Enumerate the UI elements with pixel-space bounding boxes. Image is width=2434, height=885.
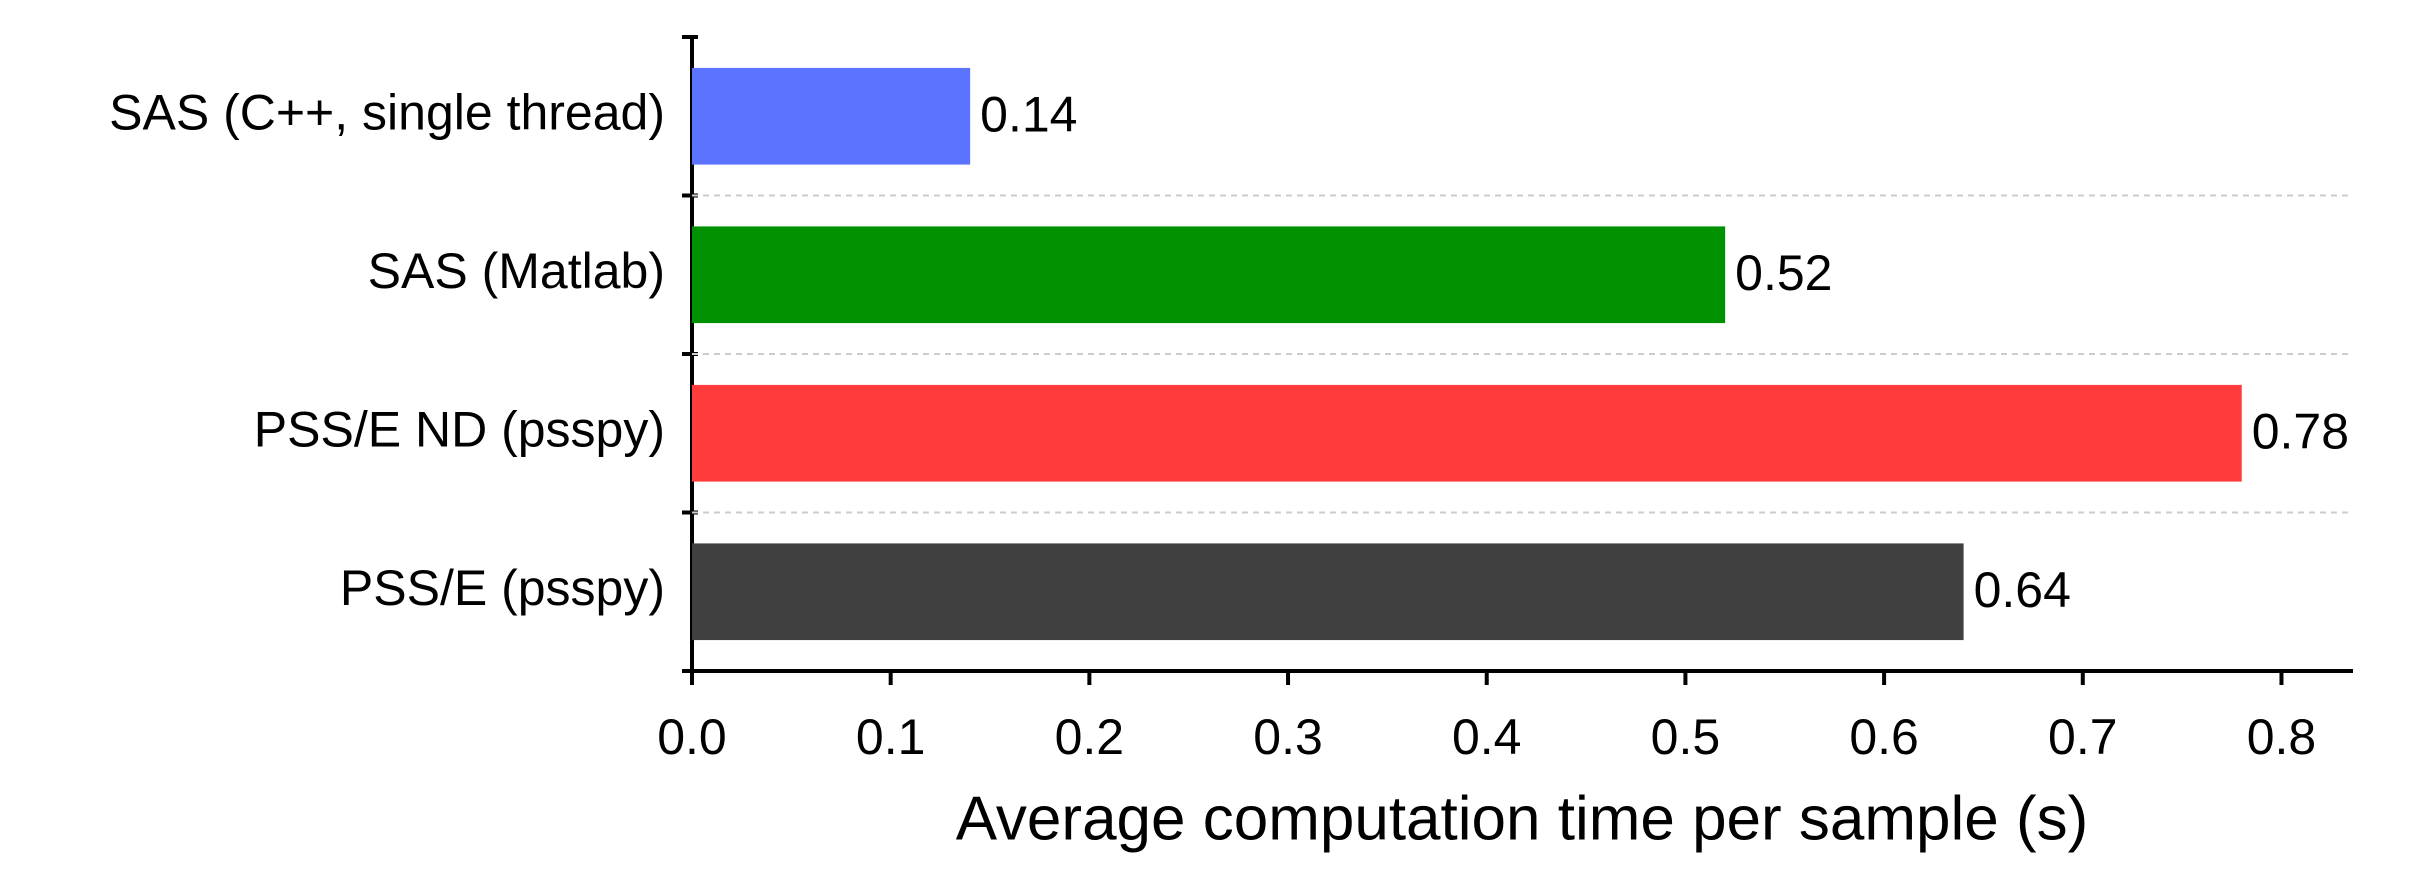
y-tick-label: SAS (Matlab) [368, 243, 665, 299]
x-axis-title: Average computation time per sample (s) [956, 784, 2089, 853]
x-tick-label: 0.2 [1055, 709, 1125, 765]
value-label: 0.64 [1974, 562, 2071, 618]
x-tick-label: 0.3 [1253, 709, 1323, 765]
bar [692, 543, 1964, 641]
bar [692, 67, 971, 165]
y-tick-label: PSS/E ND (psspy) [254, 401, 665, 457]
x-tick-label: 0.5 [1651, 709, 1721, 765]
y-tick-label: PSS/E (psspy) [340, 560, 665, 616]
x-tick-label: 0.8 [2247, 709, 2317, 765]
bar [692, 226, 1726, 324]
x-tick-label: 0.4 [1452, 709, 1522, 765]
x-tick-label: 0.0 [657, 709, 727, 765]
value-label: 0.78 [2252, 403, 2349, 459]
x-tick-label: 0.1 [856, 709, 926, 765]
value-label: 0.52 [1735, 245, 1832, 301]
value-label: 0.14 [980, 86, 1077, 142]
bar [692, 384, 2242, 482]
x-tick-label: 0.6 [1849, 709, 1919, 765]
x-tick-label: 0.7 [2048, 709, 2118, 765]
y-tick-label: SAS (C++, single thread) [109, 84, 665, 140]
